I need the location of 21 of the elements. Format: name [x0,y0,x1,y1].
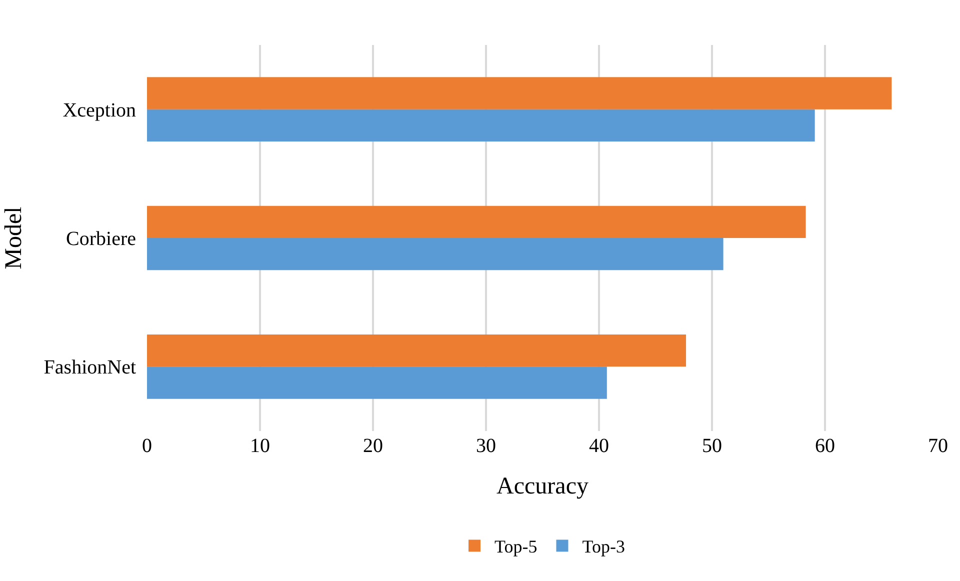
y-tick-label: Corbiere [66,228,146,250]
bar [147,77,892,110]
bar [147,109,815,142]
bar [147,366,607,399]
legend-label: Top-3 [582,536,625,557]
y-tick-label: FashionNet [44,356,146,379]
y-axis-title: Model [0,206,27,270]
x-axis-title: Accuracy [496,473,588,500]
x-tick-label: 0 [142,435,152,457]
x-tick-label: 30 [476,435,496,457]
x-tick-label: 40 [589,435,609,457]
y-tick-label: Xception [62,99,146,122]
bar [147,334,686,367]
x-tick-label: 20 [363,435,383,457]
legend-label: Top-5 [494,536,538,557]
x-tick-label: 50 [702,435,722,457]
x-tick-label: 70 [928,435,948,457]
bar [147,206,806,238]
x-tick-label: 10 [250,435,270,457]
x-tick-label: 60 [815,435,835,457]
bar [147,238,724,270]
